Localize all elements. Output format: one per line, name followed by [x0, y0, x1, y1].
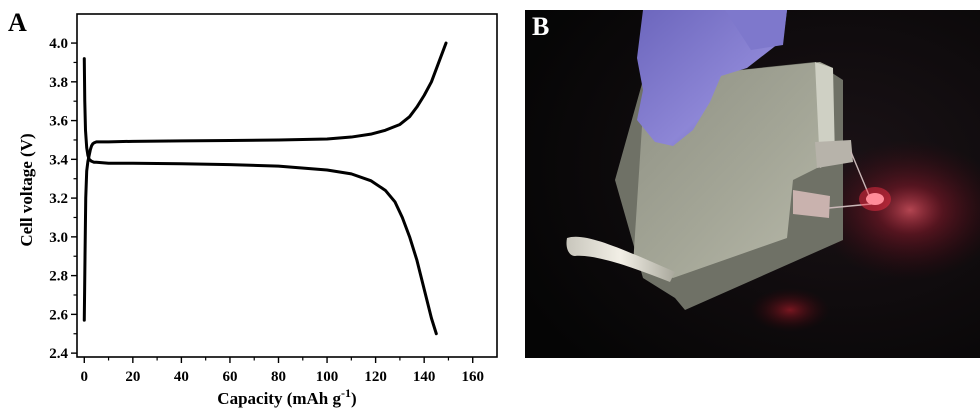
- led-glow-beam: [815, 140, 980, 280]
- x-tick-label: 100: [316, 369, 339, 385]
- battery-pouch-curl: [566, 236, 675, 282]
- led-wire-2: [828, 203, 872, 209]
- x-tick-label: 60: [222, 369, 237, 385]
- charge-curve-line: [82, 41, 448, 322]
- led-wire-1: [850, 151, 872, 201]
- red-light-spot: [750, 288, 830, 332]
- discharge-curve-line: [82, 57, 438, 336]
- chart-frame: [76, 13, 498, 358]
- battery-tab-lower: [793, 190, 830, 218]
- x-tick-label: 80: [271, 369, 286, 385]
- red-led: [866, 193, 884, 205]
- y-axis-label: Cell voltage (V): [17, 133, 36, 246]
- battery-led-photo: [525, 10, 980, 358]
- panel-a-letter: A: [8, 8, 27, 37]
- y-tick-label: 3.2: [49, 191, 68, 207]
- x-tick-label: 120: [364, 369, 387, 385]
- x-tick-label: 160: [461, 369, 484, 385]
- chart-marks: 0 20 40 60 80 100 120 140 160 2.4 2.6 2.8 3.0 3.2 3.4 3…: [49, 36, 484, 385]
- x-tick-label: 0: [81, 369, 89, 385]
- panel-b-photo: B: [525, 10, 980, 358]
- x-axis-label-superscript: -1: [341, 386, 351, 400]
- x-tick-label: 40: [174, 369, 189, 385]
- y-tick-label: 2.8: [49, 269, 68, 285]
- y-tick-label: 2.4: [49, 346, 68, 362]
- panel-b-letter: B: [532, 12, 550, 41]
- x-axis-label: Capacity (mAh g-1): [217, 386, 356, 408]
- x-axis-label-end: ): [351, 389, 357, 408]
- y-tick-label: 3.6: [49, 114, 68, 130]
- x-axis-label-main: Capacity (mAh g: [217, 389, 341, 408]
- x-tick-label: 140: [413, 369, 436, 385]
- y-tick-label: 4.0: [49, 36, 68, 52]
- red-led-halo: [859, 187, 891, 211]
- x-tick-label: 20: [125, 369, 140, 385]
- voltage-capacity-chart: 0 20 40 60 80 100 120 140 160 2.4 2.6 2.8 3.0 3.2 3.4 3…: [17, 13, 498, 408]
- battery-tab-upper: [815, 140, 853, 168]
- y-tick-label: 3.8: [49, 75, 68, 91]
- y-tick-label: 3.4: [49, 152, 68, 168]
- y-tick-label: 2.6: [49, 307, 68, 323]
- glove-thumb: [725, 10, 787, 50]
- y-tick-label: 3.0: [49, 230, 68, 246]
